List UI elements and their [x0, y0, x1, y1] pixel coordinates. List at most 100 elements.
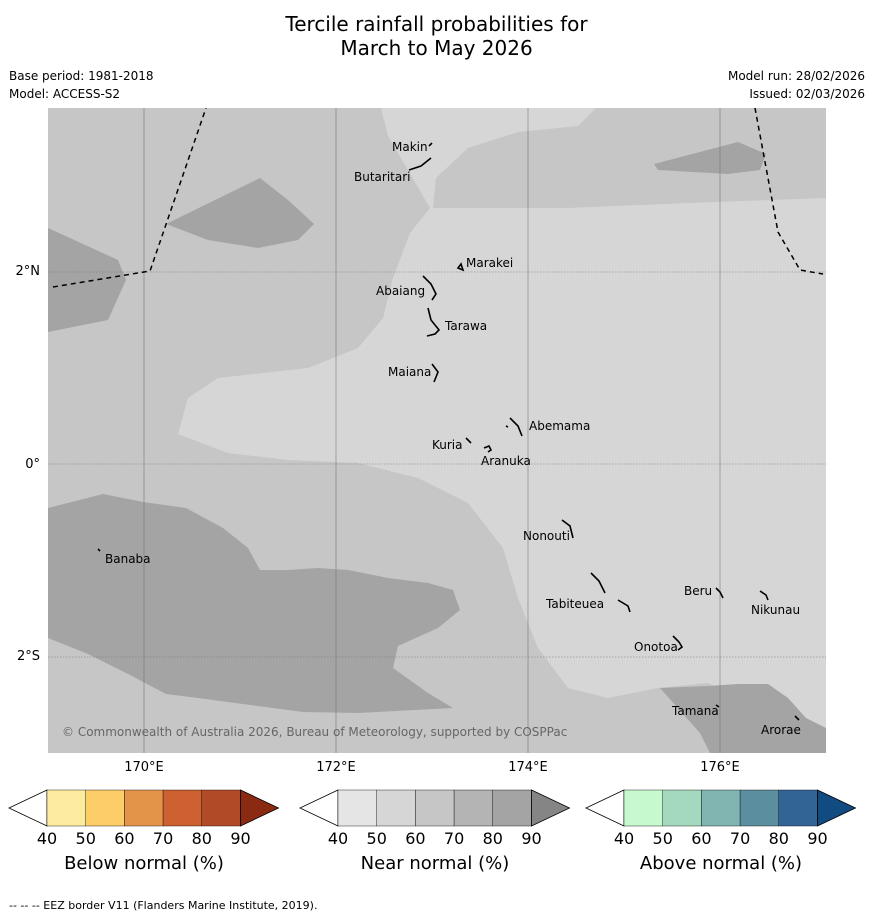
- issued-date: Issued: 02/03/2026: [749, 87, 865, 101]
- colorbar-near-bin-5: [492, 789, 532, 827]
- island-nikunau: [759, 590, 769, 601]
- island-banaba: [97, 548, 101, 552]
- colorbar-near-bin-2: [376, 789, 416, 827]
- label-tamana: Tamana: [671, 704, 719, 718]
- colorbar-label-above: Above normal (%): [639, 853, 803, 874]
- colorbar-near-min-arrow: [299, 789, 339, 827]
- label-arorae: Arorae: [761, 723, 801, 737]
- eez-footnote: -- -- -- EEZ border V11 (Flanders Marine…: [9, 899, 318, 912]
- graticule: [48, 108, 826, 753]
- island-abemama: [505, 417, 523, 437]
- colorbar-below-tick-40: 40: [37, 829, 57, 848]
- colorbar-below-tick-70: 70: [153, 829, 173, 848]
- colorbar-near-tick-70: 70: [444, 829, 464, 848]
- colorbar-above-min-arrow: [585, 789, 625, 827]
- colorbar-near-tick-90: 90: [521, 829, 541, 848]
- base-period: Base period: 1981-2018: [9, 69, 154, 83]
- colorbar-above-max-arrow: [817, 789, 857, 827]
- title-line-1: Tercile rainfall probabilities for: [285, 12, 588, 36]
- island-onotoa: [672, 635, 684, 651]
- colorbar-near-tick-40: 40: [328, 829, 348, 848]
- island-beru: [715, 587, 724, 599]
- label-tabiteuea: Tabiteuea: [545, 597, 604, 611]
- island-makin: [428, 142, 433, 147]
- label-onotoa: Onotoa: [634, 640, 678, 654]
- colorbar-above-tick-90: 90: [807, 829, 827, 848]
- label-maiana: Maiana: [388, 365, 431, 379]
- dark-region-nw: [48, 228, 126, 332]
- label-marakei: Marakei: [466, 256, 513, 270]
- colorbar-near-bin-4: [453, 789, 494, 827]
- rainfall-map: Makin Butaritari Marakei Abaiang Tarawa …: [48, 108, 826, 753]
- colorbar-near-tick-60: 60: [405, 829, 425, 848]
- colorbar-below-bin-3: [124, 789, 164, 827]
- island-butaritari: [408, 157, 432, 171]
- colorbar-near-tick-50: 50: [367, 829, 387, 848]
- colorbar-above-tick-50: 50: [653, 829, 673, 848]
- colorbar-below-bin-5: [201, 789, 241, 827]
- eez-border: [52, 108, 824, 288]
- dark-region-sw: [48, 494, 460, 713]
- colorbar-above: 40 50 60 70 80 90: [585, 789, 857, 848]
- dark-region-north-central: [166, 178, 314, 248]
- colorbar-below-tick-50: 50: [76, 829, 96, 848]
- island-marakei: [456, 262, 465, 272]
- colorbars: 40 50 60 70 80 90 40 50 60 70 80 90 40 50 60 70 80 90: [8, 789, 857, 848]
- colorbar-label-below: Below normal (%): [64, 853, 224, 874]
- colorbar-near-bin-3: [415, 789, 455, 827]
- label-aranuka: Aranuka: [481, 454, 531, 468]
- island-nonouti: [561, 519, 574, 539]
- label-abemama: Abemama: [529, 419, 590, 433]
- island-aranuka: [483, 444, 493, 453]
- copyright-notice: © Commonwealth of Australia 2026, Bureau…: [62, 725, 567, 739]
- dark-region-ne: [654, 142, 766, 174]
- colorbar-above-tick-80: 80: [769, 829, 789, 848]
- lon-label-176: 176°E: [700, 760, 740, 775]
- colorbar-below-tick-90: 90: [230, 829, 250, 848]
- label-nonouti: Nonouti: [523, 529, 570, 543]
- colorbar-below-tick-60: 60: [114, 829, 134, 848]
- lon-label-172: 172°E: [316, 760, 356, 775]
- lat-label-0: 0°: [25, 457, 40, 472]
- colorbar-above-tick-70: 70: [730, 829, 750, 848]
- label-kuria: Kuria: [432, 438, 463, 452]
- title-line-2: March to May 2026: [340, 36, 533, 60]
- lat-label-2n: 2°N: [15, 264, 41, 279]
- label-banaba: Banaba: [105, 552, 151, 566]
- label-beru: Beru: [684, 584, 712, 598]
- colorbar-below: 40 50 60 70 80 90: [8, 789, 280, 848]
- island-tabiteuea: [590, 572, 631, 613]
- colorbar-near: 40 50 60 70 80 90: [299, 789, 571, 848]
- colorbar-near-max-arrow: [531, 789, 571, 827]
- model-name: Model: ACCESS-S2: [9, 87, 121, 101]
- colorbar-above-bin-4: [739, 789, 779, 827]
- meta-right: Model run: 28/02/2026 Issued: 02/03/2026: [728, 67, 865, 103]
- colorbar-near-tick-80: 80: [483, 829, 503, 848]
- island-kuria: [465, 437, 472, 444]
- colorbar-below-min-arrow: [8, 789, 48, 827]
- label-abaiang: Abaiang: [376, 284, 425, 298]
- lon-label-174: 174°E: [508, 760, 548, 775]
- island-tamana: [715, 704, 720, 708]
- label-butaritari: Butaritari: [354, 170, 411, 184]
- light-region: [178, 108, 826, 753]
- label-nikunau: Nikunau: [751, 603, 800, 617]
- colorbar-below-bin-4: [162, 789, 203, 827]
- map-title: Tercile rainfall probabilities for March…: [0, 12, 873, 60]
- colorbar-near-bin-1: [337, 789, 377, 827]
- island-tarawa: [426, 307, 441, 337]
- lat-label-2s: 2°S: [16, 649, 40, 664]
- island-arorae: [794, 715, 800, 721]
- colorbar-above-bin-5: [778, 789, 818, 827]
- label-makin: Makin: [392, 140, 428, 154]
- meta-left: Base period: 1981-2018 Model: ACCESS-S2: [9, 67, 154, 103]
- colorbar-above-bin-3: [701, 789, 741, 827]
- eez-border-east: [754, 108, 824, 275]
- colorbar-above-bin-1: [623, 789, 663, 827]
- island-maiana: [431, 363, 439, 383]
- colorbar-below-bin-2: [85, 789, 125, 827]
- place-labels: Makin Butaritari Marakei Abaiang Tarawa …: [105, 140, 801, 737]
- colorbar-above-tick-60: 60: [691, 829, 711, 848]
- dark-region-se: [660, 684, 826, 753]
- island-abaiang: [422, 275, 437, 301]
